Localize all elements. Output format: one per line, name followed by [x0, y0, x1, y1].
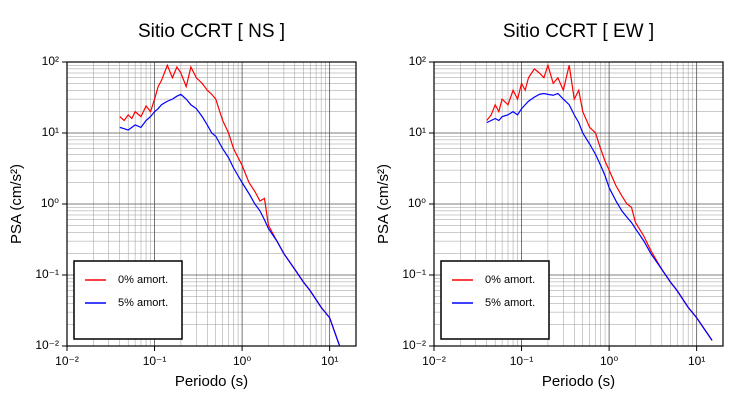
- y-tick-label: 10⁻¹: [402, 267, 426, 281]
- x-axis-label: Periodo (s): [175, 373, 248, 390]
- plot-frame: [433, 61, 724, 347]
- x-axis-label: Periodo (s): [542, 373, 615, 390]
- chart-panel: 10⁻² 10⁻¹ 10⁰ 10¹ 10⁻² 10⁻¹ 10⁰ 10¹ 10² Sitio CCR…: [8, 21, 357, 390]
- plot-frame: [66, 61, 357, 347]
- series-line: [486, 92, 713, 341]
- x-tick-label: 10⁰: [233, 354, 251, 368]
- y-tick-label: 10⁻¹: [35, 267, 59, 281]
- legend-label: 5% amort.: [485, 297, 535, 309]
- chart-title: Sitio CCRT [ EW ]: [503, 21, 654, 42]
- chart-title: Sitio CCRT [ NS ]: [138, 21, 285, 42]
- x-tick-label: 10¹: [321, 354, 338, 368]
- y-axis-label: PSA (cm/s²): [8, 164, 25, 244]
- y-tick-label: 10²: [409, 54, 426, 68]
- x-tick-label: 10⁻²: [422, 354, 446, 368]
- legend-label: 0% amort.: [118, 274, 168, 286]
- y-tick-label: 10⁻²: [402, 338, 426, 352]
- series-line: [119, 93, 341, 347]
- x-tick-label: 10¹: [688, 354, 705, 368]
- series-line: [486, 63, 713, 341]
- y-tick-label: 10⁰: [41, 196, 59, 210]
- legend-box: [440, 260, 550, 340]
- y-tick-label: 10²: [42, 54, 59, 68]
- legend-label: 0% amort.: [485, 274, 535, 286]
- x-tick-label: 10⁻¹: [510, 354, 534, 368]
- y-axis-label: PSA (cm/s²): [375, 164, 392, 244]
- y-tick-label: 10⁰: [408, 196, 426, 210]
- chart-panel: 10⁻² 10⁻¹ 10⁰ 10¹ 10⁻² 10⁻¹ 10⁰ 10¹ 10² Sitio CCR…: [375, 21, 724, 390]
- y-tick-label: 10¹: [42, 125, 59, 139]
- y-tick-label: 10⁻²: [35, 338, 59, 352]
- x-tick-label: 10⁰: [600, 354, 618, 368]
- legend-box: [73, 260, 183, 340]
- y-tick-label: 10¹: [409, 125, 426, 139]
- x-tick-label: 10⁻¹: [143, 354, 167, 368]
- x-tick-label: 10⁻²: [55, 354, 79, 368]
- legend-label: 5% amort.: [118, 297, 168, 309]
